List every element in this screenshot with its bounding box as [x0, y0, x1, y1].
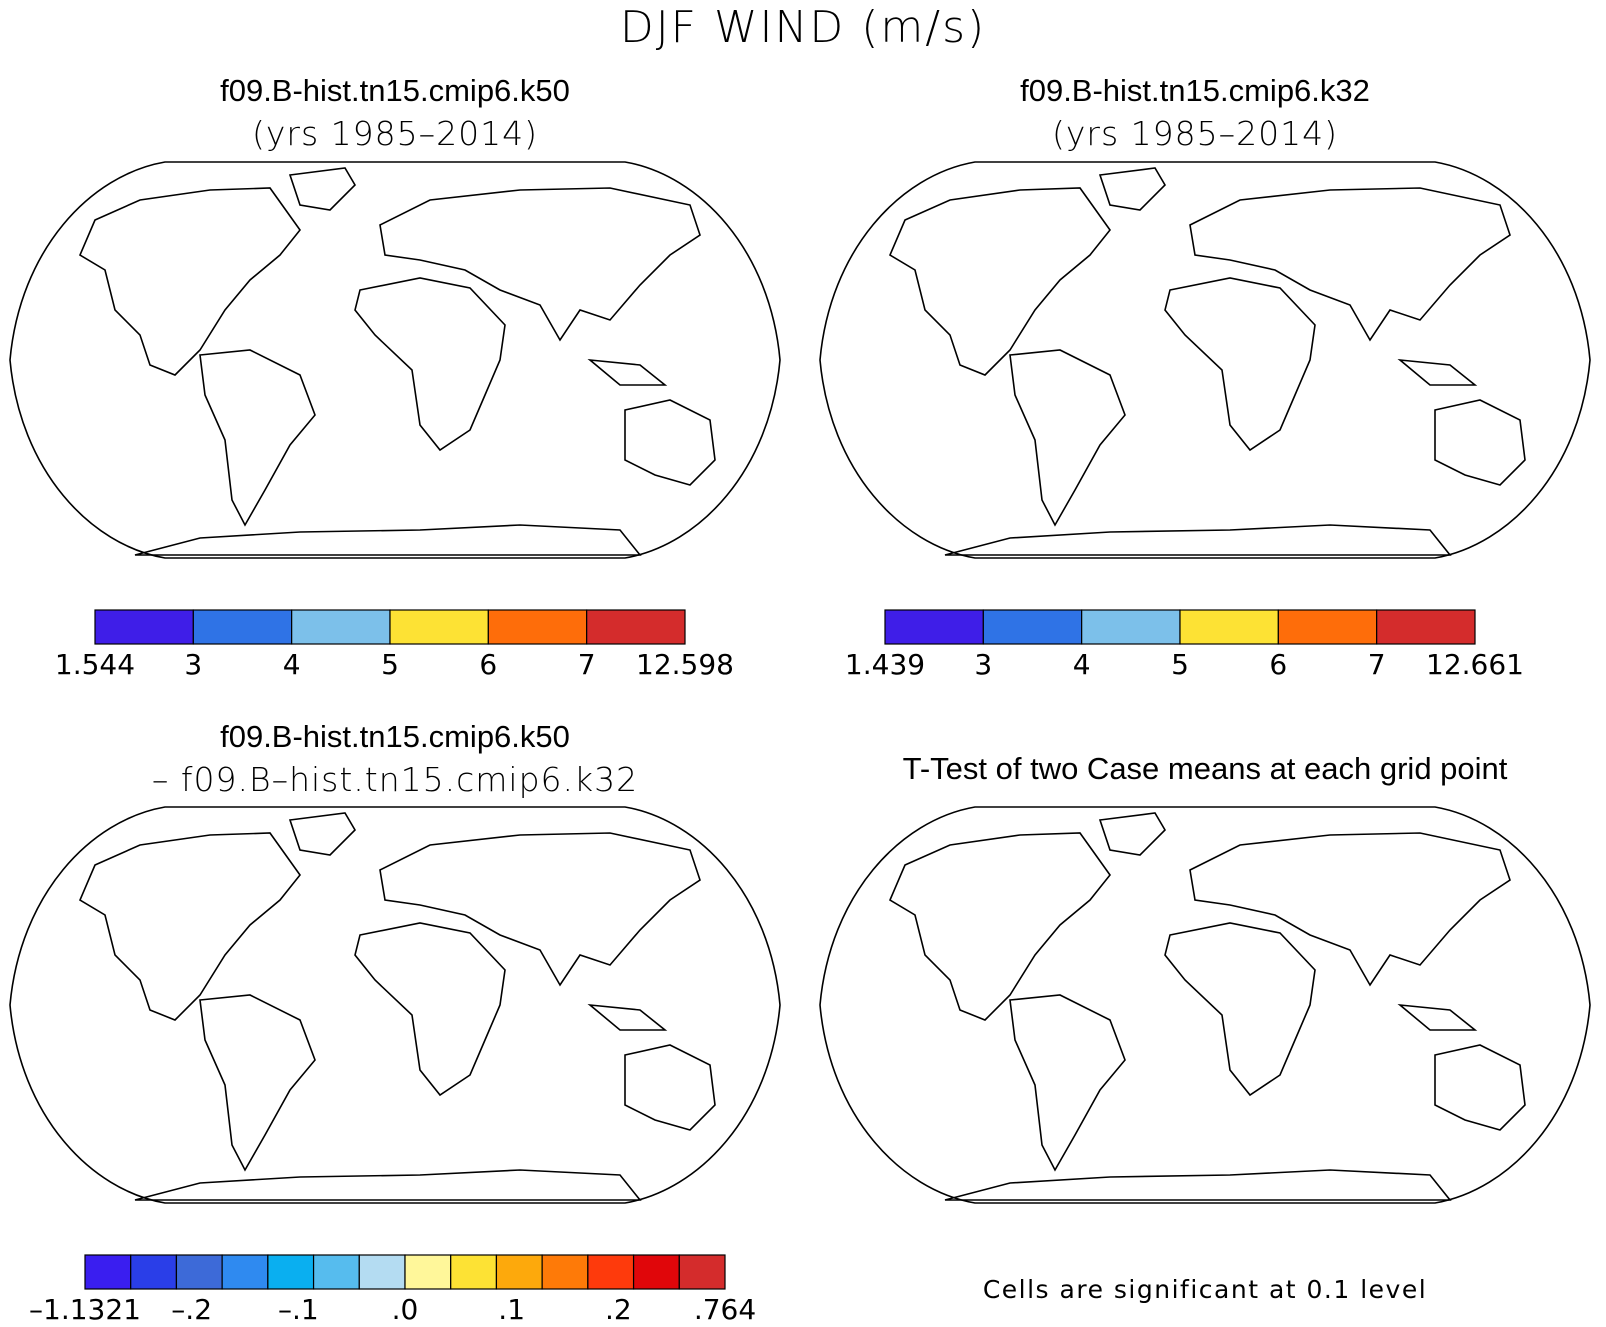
- colorbar-swatch: [192, 609, 293, 645]
- colorbar-swatch: [982, 609, 1083, 645]
- coastlines: [79, 167, 716, 556]
- coastlines: [889, 167, 1526, 556]
- colorbar-swatch: [450, 1254, 498, 1290]
- colorbar-label: –.1: [278, 1293, 319, 1326]
- colorbar-swatch: [586, 609, 686, 645]
- colorbar-label: 5: [1171, 648, 1189, 681]
- colorbar-swatch: [632, 1254, 680, 1290]
- colorbar-swatch: [1179, 609, 1279, 645]
- panel-diff-title: f09.B-hist.tn15.cmip6.k50: [220, 719, 570, 754]
- colorbar-swatch: [541, 1254, 589, 1290]
- colorbar-label: –1.1321: [29, 1293, 141, 1326]
- colorbar-label: 7: [1368, 648, 1386, 681]
- panel-diff-subtitle: – f09.B–hist.tn15.cmip6.k32: [151, 760, 639, 799]
- map-frame: [819, 806, 1591, 1204]
- colorbar-label: 6: [1269, 648, 1287, 681]
- colorbar-swatch: [130, 1254, 178, 1290]
- colorbar-swatch: [291, 609, 391, 645]
- colorbar-swatch: [1277, 609, 1378, 645]
- colorbar-swatch: [221, 1254, 269, 1290]
- colorbar-swatch: [487, 609, 588, 645]
- map-ttest: [819, 806, 1591, 1204]
- colorbar-swatch: [587, 1254, 635, 1290]
- colorbar-swatch: [404, 1254, 452, 1290]
- map-k50: [9, 161, 781, 559]
- colorbar-label: .0: [392, 1293, 419, 1326]
- colorbar-k32: 1.439 3 4 5 6 7 12.661: [845, 609, 1524, 681]
- colorbar-k50: 1.544 3 4 5 6 7 12.598: [55, 609, 734, 681]
- panel-k32-title: f09.B-hist.tn15.cmip6.k32: [1020, 73, 1370, 108]
- colorbar-label: –.2: [171, 1293, 212, 1326]
- figure-title: DJF WIND (m/s): [619, 2, 987, 53]
- colorbar-swatch: [495, 1254, 543, 1290]
- colorbar-swatch: [389, 609, 489, 645]
- colorbar-label: 3: [974, 648, 992, 681]
- colorbar-swatch: [267, 1254, 315, 1290]
- panel-k50-subtitle: (yrs 1985–2014): [252, 114, 538, 153]
- colorbar-swatch: [1081, 609, 1181, 645]
- colorbar-label: .1: [498, 1293, 525, 1326]
- colorbar-label: .764: [694, 1293, 756, 1326]
- map-shading: [80, 168, 715, 555]
- significance-note: Cells are significant at 0.1 level: [982, 1275, 1428, 1304]
- colorbar-label: 7: [578, 648, 596, 681]
- colorbar-label: 6: [479, 648, 497, 681]
- map-diff: [9, 806, 781, 1204]
- coastlines: [889, 812, 1526, 1201]
- colorbar-label: 4: [283, 648, 301, 681]
- colorbar-swatch: [84, 1254, 132, 1290]
- colorbar-label: 12.598: [636, 648, 734, 681]
- colorbar-label: 3: [184, 648, 202, 681]
- colorbar-label: 1.544: [55, 648, 135, 681]
- map-k32: [819, 161, 1591, 559]
- map-frame: [9, 806, 781, 1204]
- map-frame: [819, 161, 1591, 559]
- colorbar-label: 4: [1073, 648, 1091, 681]
- map-shading: [80, 813, 715, 1200]
- colorbar-swatch: [175, 1254, 223, 1290]
- colorbar-swatch: [358, 1254, 406, 1290]
- colorbar-swatch: [312, 1254, 360, 1290]
- coastlines: [79, 812, 716, 1201]
- colorbar-swatch: [678, 1254, 726, 1290]
- panel-ttest-title: T-Test of two Case means at each grid po…: [902, 751, 1508, 786]
- colorbar-label: 1.439: [845, 648, 925, 681]
- map-frame: [9, 161, 781, 559]
- map-shading: [890, 813, 1525, 1200]
- colorbar-diff: –1.1321 –.2 –.1 .0 .1 .2 .764: [29, 1254, 756, 1326]
- colorbar-label: 12.661: [1426, 648, 1524, 681]
- colorbar-swatch: [94, 609, 194, 645]
- colorbar-label: .2: [605, 1293, 632, 1326]
- colorbar-swatch: [1376, 609, 1476, 645]
- colorbar-label: 5: [381, 648, 399, 681]
- panel-k32-subtitle: (yrs 1985–2014): [1052, 114, 1338, 153]
- map-shading: [890, 168, 1525, 555]
- panel-k50-title: f09.B-hist.tn15.cmip6.k50: [220, 73, 570, 108]
- colorbar-swatch: [884, 609, 984, 645]
